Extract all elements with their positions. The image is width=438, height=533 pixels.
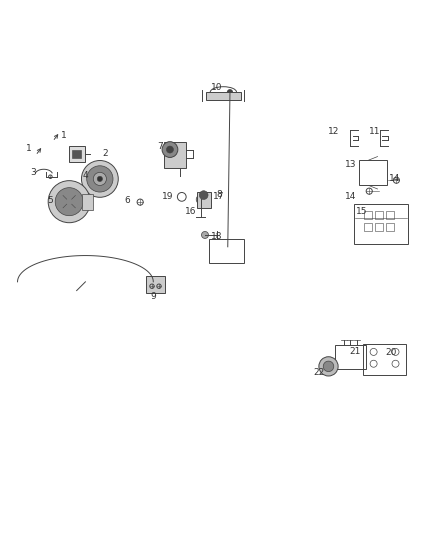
Text: 14: 14 <box>345 192 356 201</box>
Text: 22: 22 <box>313 368 325 377</box>
Bar <box>363 344 406 375</box>
Text: 4: 4 <box>83 171 88 180</box>
Text: 10: 10 <box>211 83 223 92</box>
Circle shape <box>323 361 334 372</box>
Bar <box>364 223 372 231</box>
Text: 9: 9 <box>150 292 156 301</box>
Bar <box>386 223 394 231</box>
Bar <box>209 239 244 263</box>
Text: 19: 19 <box>162 192 173 201</box>
Bar <box>197 191 211 208</box>
Circle shape <box>48 181 90 223</box>
Circle shape <box>201 231 208 238</box>
Circle shape <box>227 89 233 95</box>
Text: 18: 18 <box>211 232 223 241</box>
Text: 14: 14 <box>389 174 400 183</box>
Bar <box>72 150 81 158</box>
Bar <box>164 142 186 168</box>
Text: 8: 8 <box>216 190 222 199</box>
Bar <box>69 146 85 162</box>
Text: 7: 7 <box>157 142 163 151</box>
Text: 2: 2 <box>102 149 108 158</box>
Bar <box>359 160 387 185</box>
Text: 16: 16 <box>185 207 196 216</box>
Circle shape <box>97 176 102 182</box>
Text: 1: 1 <box>25 144 32 153</box>
Text: 6: 6 <box>124 196 130 205</box>
Bar <box>82 194 93 209</box>
Bar <box>375 211 383 219</box>
Bar <box>335 345 366 369</box>
Text: 1: 1 <box>60 131 67 140</box>
Circle shape <box>87 166 113 192</box>
Text: 5: 5 <box>47 196 53 205</box>
Text: 17: 17 <box>213 192 225 201</box>
Text: 13: 13 <box>345 160 356 169</box>
Text: 21: 21 <box>349 348 360 357</box>
Circle shape <box>196 195 205 204</box>
Circle shape <box>81 160 118 197</box>
Circle shape <box>93 172 106 185</box>
Circle shape <box>199 191 208 199</box>
Circle shape <box>162 142 178 157</box>
Bar <box>375 223 383 231</box>
Circle shape <box>319 357 338 376</box>
Circle shape <box>166 146 173 153</box>
Bar <box>206 92 241 100</box>
Text: 15: 15 <box>356 207 367 216</box>
Bar <box>354 204 408 244</box>
Bar <box>386 211 394 219</box>
Text: 11: 11 <box>369 127 380 136</box>
Bar <box>146 276 165 293</box>
Text: 20: 20 <box>385 348 396 357</box>
Text: 3: 3 <box>30 168 36 177</box>
Circle shape <box>55 188 83 216</box>
Bar <box>364 211 372 219</box>
Text: 12: 12 <box>328 127 339 136</box>
